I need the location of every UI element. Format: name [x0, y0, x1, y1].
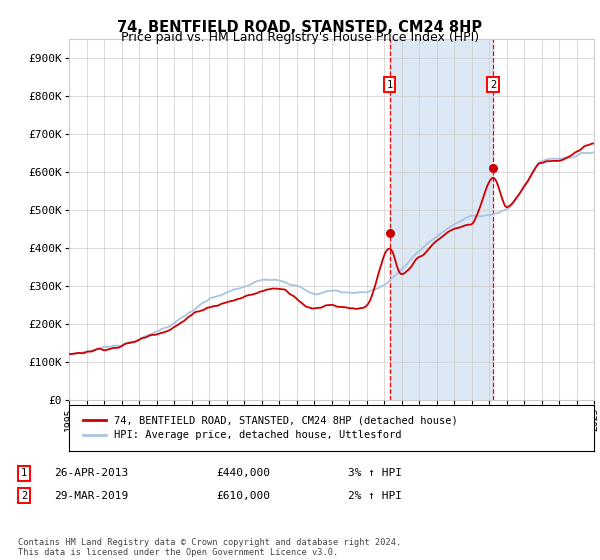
Bar [389, 39, 493, 400]
Text: 2% ↑ HPI: 2% ↑ HPI [348, 491, 402, 501]
Text: 2: 2 [490, 80, 496, 90]
Text: Contains HM Land Registry data © Crown copyright and database right 2024.
This d: Contains HM Land Registry data © Crown c… [18, 538, 401, 557]
Text: Price paid vs. HM Land Registry's House Price Index (HPI): Price paid vs. HM Land Registry's House … [121, 31, 479, 44]
Text: 3% ↑ HPI: 3% ↑ HPI [348, 468, 402, 478]
Text: 1: 1 [386, 80, 393, 90]
Text: £440,000: £440,000 [216, 468, 270, 478]
Text: 26-APR-2013: 26-APR-2013 [54, 468, 128, 478]
Text: 29-MAR-2019: 29-MAR-2019 [54, 491, 128, 501]
Text: 1: 1 [21, 468, 27, 478]
Text: 74, BENTFIELD ROAD, STANSTED, CM24 8HP: 74, BENTFIELD ROAD, STANSTED, CM24 8HP [118, 20, 482, 35]
Text: 2: 2 [21, 491, 27, 501]
Legend: 74, BENTFIELD ROAD, STANSTED, CM24 8HP (detached house), HPI: Average price, det: 74, BENTFIELD ROAD, STANSTED, CM24 8HP (… [79, 412, 461, 444]
Text: £610,000: £610,000 [216, 491, 270, 501]
